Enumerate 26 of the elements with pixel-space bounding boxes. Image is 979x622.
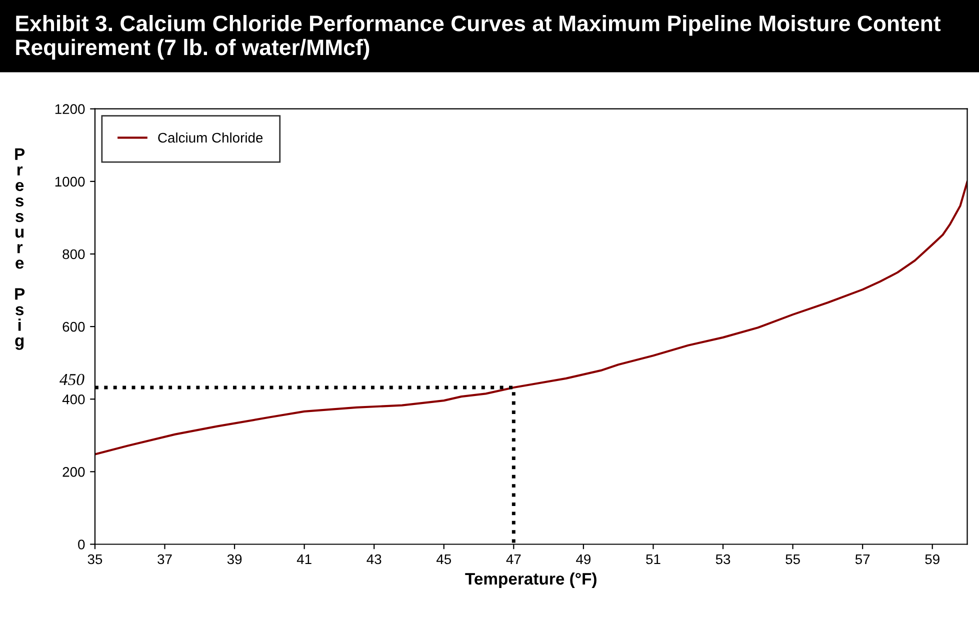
x-tick-label: 47 <box>506 554 521 564</box>
y-tick-label: 1000 <box>55 176 85 187</box>
x-tick-label: 53 <box>716 554 730 564</box>
x-tick-label: 43 <box>366 554 382 564</box>
x-tick-label: 45 <box>436 554 452 564</box>
text: 450 <box>60 374 84 386</box>
line-series <box>94 180 968 456</box>
y-tick-label: 0 <box>78 540 85 550</box>
x-tick-label: 49 <box>576 554 591 564</box>
chart-title: Exhibit 3. Calcium Chloride Performance Curves at Maximum Pipeline Moisture Content Requirement (7 lb. of water/MMcf) <box>16 14 941 60</box>
x-tick-label: 37 <box>158 554 172 564</box>
text: Pressure Psig <box>15 148 25 350</box>
x-tick-label: 51 <box>646 554 660 564</box>
x-tick-label: 35 <box>88 554 102 564</box>
legend-label: Calcium Chloride <box>158 132 263 143</box>
x-tick-label: 41 <box>296 554 312 564</box>
x-tick-label: 39 <box>227 554 242 564</box>
y-tick-label: 800 <box>62 249 85 260</box>
x-tick-label: 59 <box>925 554 940 564</box>
x-axis-title: Temperature (°F) <box>465 572 596 588</box>
y-tick-label: 200 <box>62 467 85 477</box>
y-tick-label: 1200 <box>55 104 85 114</box>
x-tick-label: 55 <box>786 554 800 564</box>
x-tick-label: 57 <box>855 554 870 564</box>
y-tick-label: 400 <box>62 394 85 404</box>
y-tick-label: 600 <box>62 322 85 332</box>
